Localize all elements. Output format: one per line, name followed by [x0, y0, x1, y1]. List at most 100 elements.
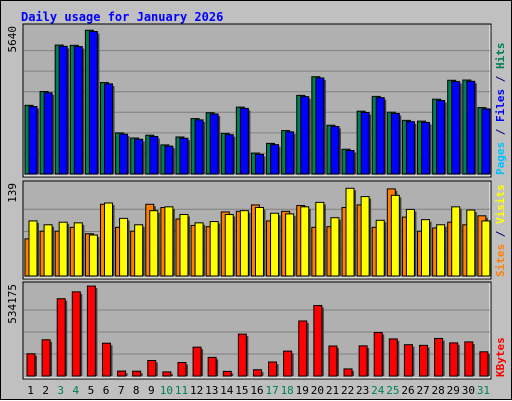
bar-visits-day-4 — [73, 222, 83, 277]
bar-visits-day-24 — [375, 219, 385, 277]
bar-kbytes-day-16 — [252, 369, 262, 377]
bar-kbytes-day-7 — [117, 370, 127, 377]
bar-files-day-20 — [315, 77, 325, 175]
bar-kbytes-day-19 — [298, 320, 308, 377]
bar-kbytes-day-21 — [328, 345, 338, 377]
bar-visits-day-3 — [58, 221, 68, 277]
panel-max-label: 139 — [6, 183, 19, 203]
x-tick-label: 18 — [281, 384, 294, 397]
bar-kbytes-day-26 — [403, 344, 413, 377]
legend-entry: Hits — [494, 43, 507, 70]
bar-files-day-3 — [58, 45, 68, 175]
bar-files-day-5 — [88, 31, 98, 175]
bar-files-day-8 — [134, 138, 144, 175]
bar-kbytes-day-12 — [192, 346, 202, 377]
bar-kbytes-day-9 — [147, 360, 157, 377]
bar-visits-day-10 — [164, 206, 174, 277]
x-tick-label: 8 — [133, 384, 140, 397]
bar-kbytes-day-29 — [449, 342, 459, 377]
bar-files-day-10 — [164, 145, 174, 175]
bar-kbytes-day-14 — [222, 370, 232, 377]
bar-kbytes-day-4 — [71, 291, 81, 377]
bar-visits-day-12 — [194, 222, 204, 277]
bar-files-day-7 — [119, 133, 129, 175]
bar-files-day-30 — [466, 80, 476, 175]
bar-visits-day-8 — [134, 224, 144, 277]
x-tick-label: 21 — [326, 384, 339, 397]
bar-files-day-6 — [103, 83, 113, 175]
bar-kbytes-day-2 — [41, 339, 51, 377]
x-tick-label: 10 — [160, 384, 173, 397]
bar-kbytes-day-17 — [268, 361, 278, 377]
x-tick-label: 24 — [371, 384, 385, 397]
bar-files-day-18 — [285, 131, 295, 175]
bar-files-day-13 — [209, 113, 219, 175]
chart-title: Daily usage for January 2026 — [21, 10, 223, 24]
bar-kbytes-day-8 — [132, 370, 142, 377]
bar-kbytes-day-31 — [479, 351, 489, 377]
x-tick-label: 27 — [416, 384, 429, 397]
bar-visits-day-2 — [43, 224, 53, 277]
bar-visits-day-11 — [179, 214, 189, 277]
bar-visits-day-14 — [224, 214, 234, 277]
x-tick-label: 12 — [190, 384, 203, 397]
x-tick-label: 7 — [118, 384, 125, 397]
bar-files-day-29 — [451, 81, 461, 175]
x-tick-label: 19 — [296, 384, 309, 397]
bar-kbytes-day-1 — [26, 353, 36, 377]
panel-legend: KBytes — [494, 337, 507, 377]
legend-entry: Files — [494, 89, 507, 122]
x-tick-label: 25 — [386, 384, 399, 397]
bar-visits-day-16 — [254, 206, 264, 277]
x-tick-label: 28 — [432, 384, 445, 397]
bar-files-day-28 — [436, 99, 446, 175]
bar-visits-day-7 — [119, 217, 129, 277]
bar-visits-day-6 — [103, 202, 113, 277]
x-tick-label: 30 — [462, 384, 475, 397]
bar-visits-day-26 — [405, 208, 415, 277]
bar-files-day-12 — [194, 119, 204, 175]
bar-visits-day-29 — [451, 206, 461, 277]
bar-kbytes-day-27 — [419, 344, 429, 377]
x-tick-label: 2 — [42, 384, 49, 397]
bar-visits-day-28 — [436, 224, 446, 277]
x-tick-label: 9 — [148, 384, 155, 397]
bar-visits-day-9 — [149, 210, 159, 277]
bar-files-day-9 — [149, 135, 159, 175]
legend-entry: / — [494, 122, 507, 142]
bar-kbytes-day-15 — [237, 333, 247, 377]
x-tick-label: 11 — [175, 384, 188, 397]
bar-files-day-25 — [390, 112, 400, 175]
chart-panels: 5640 Pages / Files / Hits 139 Sites / Visit… — [6, 23, 507, 380]
bar-files-day-14 — [224, 134, 234, 175]
panel-legend: Pages / Files / Hits — [494, 43, 507, 176]
bar-files-day-23 — [360, 111, 370, 175]
x-tick-label: 1 — [27, 384, 34, 397]
bar-kbytes-day-13 — [207, 356, 217, 377]
bar-kbytes-day-6 — [101, 342, 111, 377]
legend-entry: / — [494, 224, 507, 244]
bar-files-day-19 — [300, 96, 310, 175]
bar-visits-day-5 — [88, 234, 98, 277]
bar-files-day-16 — [254, 153, 264, 175]
bar-visits-day-18 — [285, 213, 295, 277]
bar-files-day-21 — [330, 126, 340, 175]
bar-visits-day-15 — [239, 210, 249, 277]
bar-visits-day-20 — [315, 201, 325, 277]
panel-hits_files: 5640 Pages / Files / Hits — [6, 23, 507, 178]
panel-kbytes: 534175 KBytes — [6, 281, 507, 380]
x-axis-day-labels: 1 2 3 4 5 6 7 8 9 10 11 12 13 14 15 16 17 18 19 20 21 22 23 24 2… — [27, 384, 490, 397]
bar-files-day-27 — [421, 121, 431, 175]
panel-max-label: 534175 — [6, 284, 19, 324]
bar-kbytes-day-11 — [177, 361, 187, 377]
x-tick-label: 13 — [205, 384, 218, 397]
legend-entry: / — [494, 69, 507, 89]
bar-visits-day-23 — [360, 196, 370, 277]
x-tick-label: 29 — [447, 384, 460, 397]
bar-kbytes-day-20 — [313, 304, 323, 377]
legend-entry: Sites — [494, 244, 507, 277]
x-tick-label: 17 — [265, 384, 278, 397]
bar-kbytes-day-24 — [373, 332, 383, 377]
